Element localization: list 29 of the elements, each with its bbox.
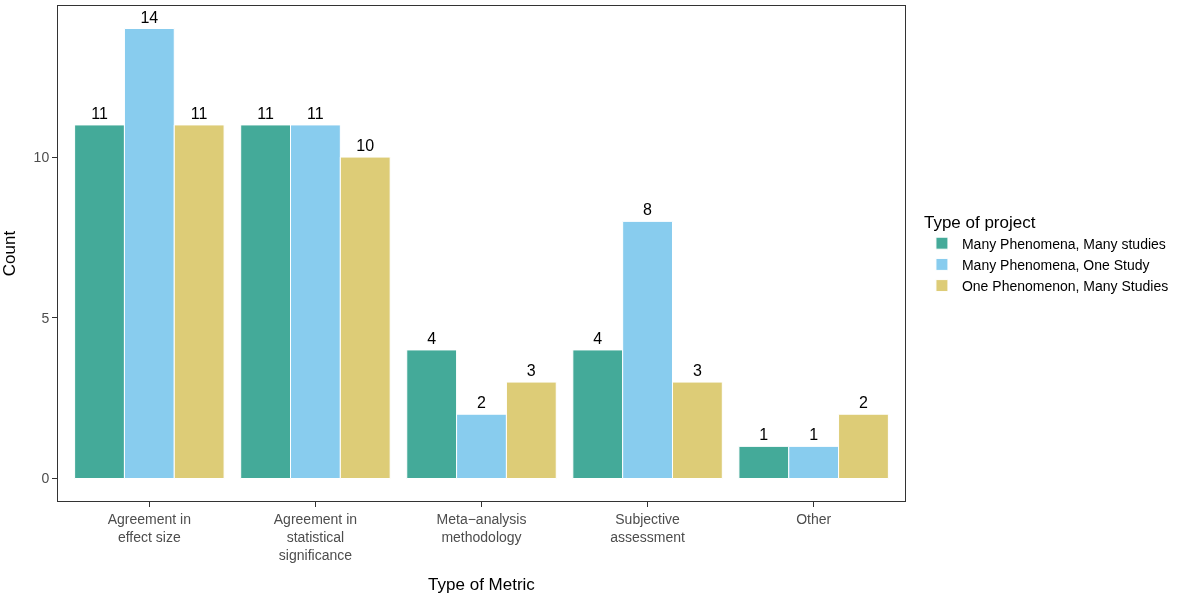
x-tick-label: Meta−analysis methodology bbox=[436, 510, 527, 545]
data-label: 11 bbox=[257, 104, 274, 122]
data-label: 3 bbox=[526, 362, 536, 380]
data-label: 2 bbox=[477, 394, 486, 412]
data-label: 4 bbox=[427, 329, 437, 347]
x-tick-label: Agreement in statistical significance bbox=[273, 510, 358, 564]
data-label: 11 bbox=[307, 104, 324, 122]
legend-label: Many Phenomena, Many studies bbox=[961, 235, 1166, 252]
legend-label: Many Phenomena, One Study bbox=[961, 256, 1150, 273]
data-label: 8 bbox=[643, 201, 653, 219]
data-label: 4 bbox=[593, 329, 603, 347]
y-tick-label: 5 bbox=[41, 309, 50, 326]
data-label: 3 bbox=[692, 362, 702, 380]
x-tick-label: Subjective assessment bbox=[610, 510, 686, 545]
data-label: 14 bbox=[140, 8, 159, 26]
y-tick-label: 10 bbox=[33, 148, 50, 165]
legend-label: One Phenomenon, Many Studies bbox=[961, 278, 1169, 295]
legend-title: Type of project bbox=[923, 212, 1036, 232]
x-tick-label: Agreement in effect size bbox=[107, 510, 191, 545]
data-label: 10 bbox=[356, 137, 375, 155]
y-tick-label: 0 bbox=[41, 470, 50, 487]
data-label: 11 bbox=[91, 104, 108, 122]
data-label: 11 bbox=[190, 104, 208, 122]
x-axis-title: Type of Metric bbox=[428, 574, 536, 594]
data-label: 1 bbox=[759, 426, 769, 444]
x-tick-label: Other bbox=[796, 510, 832, 527]
data-label: 1 bbox=[809, 426, 819, 444]
data-label: 2 bbox=[858, 394, 868, 412]
y-axis-title: Count bbox=[0, 230, 19, 277]
